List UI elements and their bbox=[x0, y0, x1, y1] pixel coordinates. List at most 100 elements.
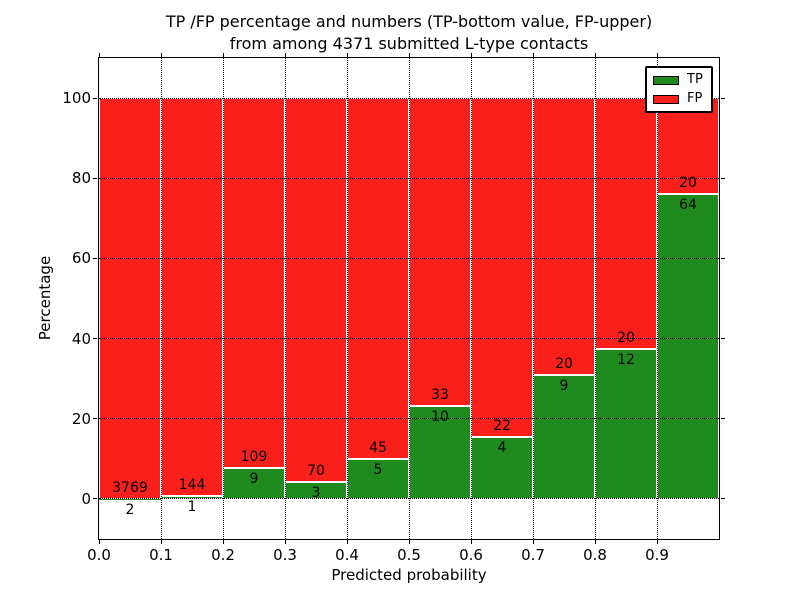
y-tick-label: 0 bbox=[81, 489, 91, 508]
gridline-vertical bbox=[532, 58, 534, 539]
bar-fp bbox=[471, 98, 533, 438]
chart-title: TP /FP percentage and numbers (TP-bottom… bbox=[99, 11, 719, 55]
x-tick-mark bbox=[594, 540, 596, 544]
fp-color-swatch-icon bbox=[653, 94, 679, 104]
x-tick-label: 0.4 bbox=[335, 546, 359, 564]
y-tick-mark-right bbox=[721, 97, 725, 99]
legend: TP FP bbox=[645, 66, 713, 113]
y-axis-label: Percentage bbox=[36, 255, 54, 341]
y-tick-mark-right bbox=[721, 257, 725, 259]
bar-fp bbox=[595, 98, 657, 349]
bar-fp bbox=[223, 98, 285, 469]
bar-count-label-tp: 2 bbox=[125, 501, 135, 518]
x-tick-label: 0.2 bbox=[211, 546, 235, 564]
y-tick-label: 80 bbox=[71, 169, 91, 188]
y-tick-mark-right bbox=[721, 177, 725, 179]
x-tick-mark-top bbox=[408, 53, 410, 57]
x-tick-label: 0.0 bbox=[87, 546, 111, 564]
x-tick-mark bbox=[222, 540, 224, 544]
gridline-horizontal bbox=[99, 97, 719, 99]
gridline-vertical bbox=[594, 58, 596, 539]
x-tick-mark bbox=[160, 540, 162, 544]
y-tick-mark bbox=[93, 498, 97, 500]
bar-count-label-fp: 144 bbox=[178, 477, 206, 494]
bar-fp bbox=[409, 98, 471, 406]
y-tick-mark-right bbox=[721, 498, 725, 500]
bar-count-label-fp: 22 bbox=[493, 418, 511, 435]
y-tick-mark-right bbox=[721, 418, 725, 420]
y-tick-mark-right bbox=[721, 338, 725, 340]
y-tick-mark bbox=[93, 338, 97, 340]
bar-count-label-tp: 64 bbox=[679, 196, 697, 213]
bar-count-label-tp: 12 bbox=[617, 351, 635, 368]
x-tick-mark-top bbox=[532, 53, 534, 57]
tp-color-swatch-icon bbox=[653, 75, 679, 85]
legend-item-tp: TP bbox=[653, 73, 705, 87]
x-axis-label: Predicted probability bbox=[331, 566, 487, 584]
chart-title-line1: TP /FP percentage and numbers (TP-bottom… bbox=[165, 12, 653, 31]
bar-fp bbox=[99, 98, 161, 499]
x-tick-mark-top bbox=[594, 53, 596, 57]
y-tick-label: 40 bbox=[71, 329, 91, 348]
bar-fp bbox=[657, 98, 719, 194]
x-tick-mark-top bbox=[284, 53, 286, 57]
x-tick-mark bbox=[408, 540, 410, 544]
x-tick-label: 0.6 bbox=[459, 546, 483, 564]
y-tick-label: 60 bbox=[71, 249, 91, 268]
x-tick-mark-top bbox=[470, 53, 472, 57]
bar-count-label-tp: 3 bbox=[311, 485, 321, 502]
bar-count-label-fp: 70 bbox=[307, 463, 325, 480]
gridline-horizontal bbox=[99, 257, 719, 259]
bar-tp bbox=[347, 458, 409, 499]
gridline-vertical bbox=[346, 58, 348, 539]
x-tick-label: 0.5 bbox=[397, 546, 421, 564]
bar-count-label-tp: 9 bbox=[559, 377, 569, 394]
legend-label-fp: FP bbox=[687, 91, 703, 106]
bar-count-label-tp: 5 bbox=[373, 461, 383, 478]
y-tick-mark bbox=[93, 257, 97, 259]
bar-count-label-fp: 45 bbox=[369, 439, 387, 456]
bar-fp bbox=[533, 98, 595, 375]
bar-count-label-tp: 4 bbox=[497, 440, 507, 457]
x-tick-mark bbox=[532, 540, 534, 544]
bar-fp bbox=[285, 98, 347, 483]
bar-count-label-tp: 10 bbox=[431, 408, 449, 425]
gridline-vertical bbox=[284, 58, 286, 539]
x-tick-mark bbox=[470, 540, 472, 544]
y-tick-mark bbox=[93, 97, 97, 99]
bar-tp bbox=[595, 348, 657, 499]
gridline-horizontal bbox=[99, 498, 719, 500]
x-tick-label: 0.1 bbox=[149, 546, 173, 564]
gridline-vertical bbox=[470, 58, 472, 539]
gridline-horizontal bbox=[99, 338, 719, 340]
x-tick-mark bbox=[346, 540, 348, 544]
gridline-vertical bbox=[222, 58, 224, 539]
x-tick-label: 0.9 bbox=[645, 546, 669, 564]
x-tick-mark bbox=[98, 540, 100, 544]
bar-tp bbox=[471, 437, 533, 499]
bar-count-label-fp: 33 bbox=[431, 386, 449, 403]
bar-tp bbox=[657, 193, 719, 499]
bar-count-label-fp: 20 bbox=[679, 174, 697, 191]
x-tick-label: 0.8 bbox=[583, 546, 607, 564]
y-tick-mark bbox=[93, 418, 97, 420]
x-tick-mark-top bbox=[656, 53, 658, 57]
bar-count-label-fp: 109 bbox=[240, 449, 268, 466]
y-tick-mark bbox=[93, 177, 97, 179]
gridline-horizontal bbox=[99, 418, 719, 420]
x-tick-label: 0.7 bbox=[521, 546, 545, 564]
bar-count-label-fp: 3769 bbox=[112, 479, 148, 496]
legend-label-tp: TP bbox=[687, 72, 703, 87]
gridline-vertical bbox=[408, 58, 410, 539]
plot-area bbox=[98, 57, 720, 540]
x-tick-mark-top bbox=[160, 53, 162, 57]
x-tick-mark-top bbox=[222, 53, 224, 57]
chart-title-line2: from among 4371 submitted L-type contact… bbox=[229, 34, 589, 53]
legend-item-fp: FP bbox=[653, 92, 705, 106]
bar-fp bbox=[161, 98, 223, 497]
x-tick-mark-top bbox=[346, 53, 348, 57]
x-tick-mark bbox=[284, 540, 286, 544]
bar-count-label-fp: 20 bbox=[617, 329, 635, 346]
gridline-vertical bbox=[656, 58, 658, 539]
